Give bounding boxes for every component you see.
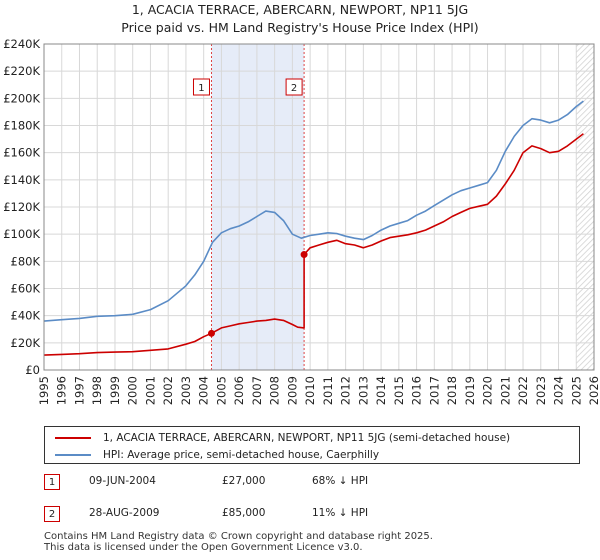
sale-date: 28-AUG-2009 [89, 507, 160, 519]
x-tick-label: 2025 [569, 376, 583, 405]
x-tick-label: 2004 [197, 376, 211, 405]
x-tick-label: 2006 [232, 376, 246, 405]
y-tick-label: £60K [11, 282, 41, 296]
sale-hpi-diff: 68% ↓ HPI [312, 475, 369, 487]
x-tick-label: 2020 [481, 376, 495, 405]
sale-point [300, 251, 308, 259]
x-tick-label: 2015 [392, 376, 406, 405]
sale-hpi-diff: 11% ↓ HPI [312, 507, 369, 519]
sale-label-box [192, 78, 210, 96]
legend-item-hpi: HPI: Average price, semi-detached house,… [55, 446, 379, 464]
y-tick-label: £140K [3, 173, 40, 187]
legend-label-hpi: HPI: Average price, semi-detached house,… [103, 449, 380, 461]
x-tick-label: 2010 [303, 376, 317, 405]
y-tick-label: £0 [25, 363, 40, 377]
sale-label: 2 [291, 83, 297, 94]
sale-number-badge: 1 [44, 474, 60, 490]
sale-date: 09-JUN-2004 [89, 475, 156, 487]
chart-subtitle: Price paid vs. HM Land Registry's House … [121, 20, 478, 35]
x-tick-label: 2016 [410, 376, 424, 405]
x-tick-label: 2007 [250, 376, 264, 405]
x-tick-label: 2003 [179, 376, 193, 405]
x-tick-label: 2014 [374, 376, 388, 405]
y-tick-label: £20K [11, 336, 41, 350]
x-tick-label: 1997 [72, 376, 86, 405]
y-tick-label: £160K [3, 146, 40, 160]
x-tick-label: 2024 [552, 376, 566, 405]
legend-swatch-property [55, 437, 91, 439]
x-tick-label: 2026 [587, 376, 600, 405]
x-tick-label: 1999 [108, 376, 122, 405]
x-tick-label: 2017 [427, 376, 441, 405]
y-tick-label: £120K [3, 200, 40, 214]
hpi-series-line [43, 100, 584, 322]
x-tick-label: 2005 [214, 376, 228, 405]
x-tick-label: 2009 [285, 376, 299, 405]
sale-label: 1 [198, 83, 204, 94]
sale-row: 2 28-AUG-2009 £85,000 11% ↓ HPI [44, 506, 544, 526]
footer-licence: This data is licensed under the Open Gov… [44, 542, 363, 553]
sale-price: £85,000 [222, 507, 266, 519]
x-tick-label: 2019 [463, 376, 477, 405]
y-tick-label: £180K [3, 119, 40, 133]
plot-border [43, 43, 595, 371]
sale-price: £27,000 [222, 475, 266, 487]
footer-copyright: Contains HM Land Registry data © Crown c… [44, 531, 433, 542]
x-tick-label: 2013 [356, 376, 370, 405]
x-tick-label: 2002 [161, 376, 175, 405]
x-tick-label: 2011 [321, 376, 335, 405]
x-tick-label: 1998 [90, 376, 104, 405]
legend: 1, ACACIA TERRACE, ABERCARN, NEWPORT, NP… [44, 426, 580, 464]
footer: Contains HM Land Registry data © Crown c… [44, 531, 433, 553]
x-tick-label: 2018 [445, 376, 459, 405]
sale-point [207, 329, 215, 337]
y-tick-label: £40K [11, 309, 41, 323]
x-tick-label: 2022 [516, 376, 530, 405]
y-tick-label: £100K [3, 227, 40, 241]
y-tick-label: £80K [11, 254, 41, 268]
legend-label-property: 1, ACACIA TERRACE, ABERCARN, NEWPORT, NP… [103, 432, 511, 444]
x-tick-label: 2001 [143, 376, 157, 405]
x-tick-label: 2012 [339, 376, 353, 405]
property-series-line [43, 133, 584, 356]
legend-item-property: 1, ACACIA TERRACE, ABERCARN, NEWPORT, NP… [55, 429, 510, 447]
chart-title: 1, ACACIA TERRACE, ABERCARN, NEWPORT, NP… [132, 2, 468, 17]
x-tick-label: 2008 [268, 376, 282, 405]
sale-number-badge: 2 [44, 506, 60, 522]
y-tick-label: £220K [3, 64, 40, 78]
x-tick-label: 2021 [498, 376, 512, 405]
y-tick-label: £200K [3, 91, 40, 105]
sale-row: 1 09-JUN-2004 £27,000 68% ↓ HPI [44, 474, 544, 494]
x-tick-label: 1996 [55, 376, 69, 405]
y-tick-label: £240K [3, 37, 40, 51]
x-tick-label: 1995 [37, 376, 51, 405]
price-chart: 1, ACACIA TERRACE, ABERCARN, NEWPORT, NP… [3, 2, 600, 405]
sale-label-box [285, 78, 303, 96]
legend-swatch-hpi [55, 454, 91, 456]
x-tick-label: 2000 [126, 376, 140, 405]
x-tick-label: 2023 [534, 376, 548, 405]
